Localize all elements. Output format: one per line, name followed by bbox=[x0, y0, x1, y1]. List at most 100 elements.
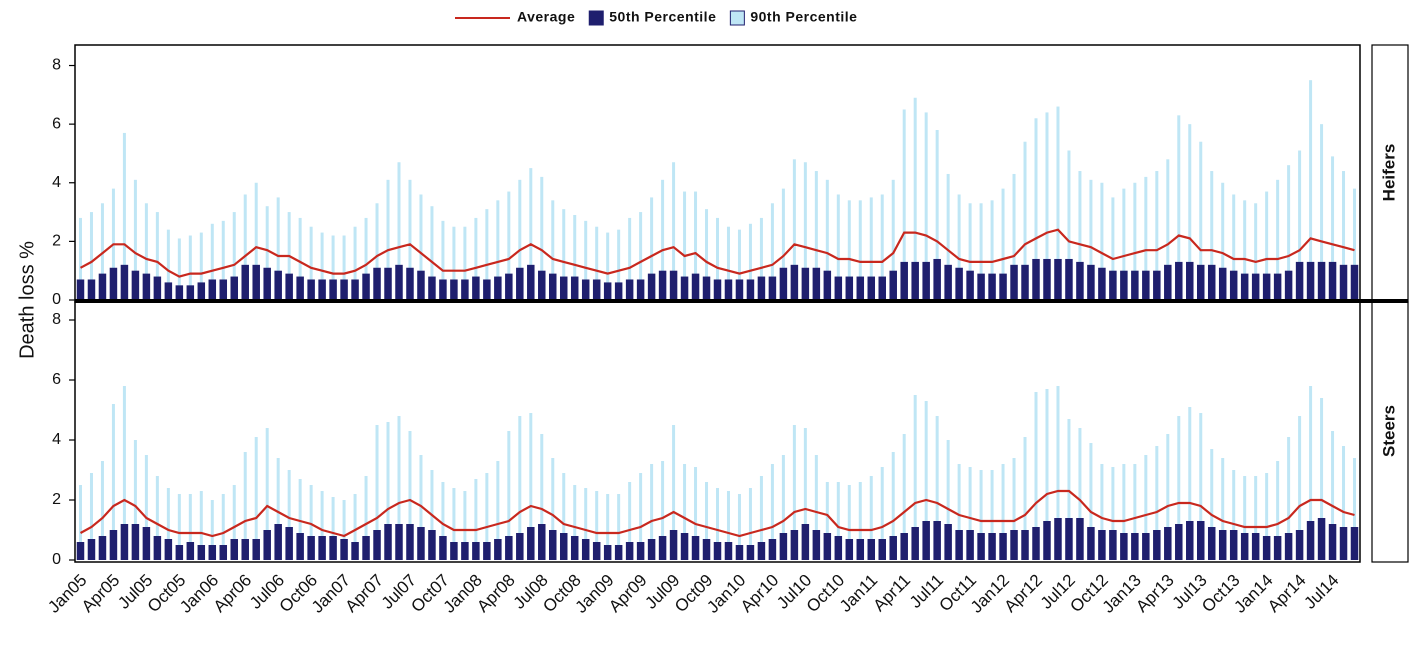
bar bbox=[661, 461, 665, 560]
bar bbox=[461, 279, 469, 300]
x-tick-label: Apr09 bbox=[605, 571, 651, 617]
bar bbox=[1254, 203, 1258, 300]
bar bbox=[562, 209, 566, 300]
bar bbox=[592, 279, 601, 300]
bar bbox=[845, 276, 854, 300]
bar bbox=[210, 223, 214, 300]
bar bbox=[823, 270, 832, 300]
bar bbox=[1177, 115, 1181, 301]
bar bbox=[89, 473, 93, 560]
bar bbox=[1098, 267, 1106, 300]
bar bbox=[155, 476, 159, 560]
bar bbox=[210, 500, 214, 560]
bar bbox=[891, 179, 895, 300]
bar bbox=[639, 212, 643, 300]
bar bbox=[538, 524, 546, 560]
bar bbox=[109, 267, 118, 300]
bar bbox=[1328, 261, 1337, 300]
bar bbox=[386, 422, 390, 560]
bar bbox=[131, 270, 140, 300]
bar bbox=[87, 539, 96, 560]
bar bbox=[131, 524, 140, 560]
bar bbox=[957, 194, 961, 300]
y-tick-label: 4 bbox=[52, 174, 61, 191]
bar bbox=[1109, 270, 1117, 300]
bar bbox=[329, 536, 337, 560]
bar bbox=[472, 542, 480, 560]
bar bbox=[825, 179, 829, 300]
bar bbox=[661, 179, 665, 300]
bar bbox=[384, 524, 392, 560]
y-tick-label: 8 bbox=[52, 57, 61, 74]
bar bbox=[878, 539, 886, 560]
bar bbox=[1342, 171, 1346, 300]
bar bbox=[1210, 171, 1214, 300]
bar bbox=[1240, 533, 1249, 560]
bar bbox=[1309, 386, 1313, 560]
bar bbox=[823, 533, 832, 560]
bar bbox=[1155, 446, 1159, 560]
bar bbox=[847, 200, 851, 300]
bar bbox=[197, 282, 206, 300]
legend-label: 50th Percentile bbox=[609, 9, 716, 25]
bar bbox=[726, 226, 730, 300]
bar bbox=[142, 527, 151, 560]
bar bbox=[902, 109, 906, 300]
bar bbox=[551, 200, 555, 300]
bar bbox=[1188, 407, 1192, 560]
bar bbox=[89, 212, 93, 300]
bar bbox=[441, 220, 445, 300]
bar bbox=[428, 276, 436, 300]
bar bbox=[757, 542, 766, 560]
bar bbox=[748, 223, 752, 300]
bar bbox=[1133, 464, 1137, 560]
bar bbox=[869, 197, 873, 300]
x-tick-label: Apr12 bbox=[1000, 571, 1046, 617]
legend-swatch bbox=[729, 10, 745, 26]
bar bbox=[1317, 518, 1326, 560]
bar bbox=[241, 264, 249, 300]
legend-label: Average bbox=[517, 9, 575, 25]
bar bbox=[1309, 80, 1313, 300]
bar bbox=[966, 530, 974, 560]
bar bbox=[1166, 434, 1170, 560]
bar bbox=[1295, 261, 1304, 300]
bar bbox=[496, 200, 500, 300]
bar bbox=[628, 482, 632, 560]
x-tick-label: Apr13 bbox=[1132, 571, 1178, 617]
bar bbox=[243, 452, 247, 560]
bar bbox=[617, 494, 621, 560]
bar bbox=[111, 404, 115, 560]
bar bbox=[1109, 530, 1117, 560]
bar bbox=[944, 264, 952, 300]
bar bbox=[318, 536, 326, 560]
bar bbox=[285, 527, 293, 560]
bar bbox=[705, 209, 709, 300]
bar bbox=[900, 261, 908, 300]
y-tick-label: 8 bbox=[52, 311, 61, 328]
bar bbox=[617, 229, 621, 300]
bar bbox=[924, 401, 928, 560]
bar bbox=[1010, 264, 1018, 300]
x-tick-label: Jan06 bbox=[176, 571, 222, 617]
bar bbox=[889, 536, 897, 560]
bar bbox=[944, 524, 952, 560]
bar bbox=[474, 217, 478, 300]
bar bbox=[252, 264, 260, 300]
bar bbox=[1111, 467, 1115, 560]
bar bbox=[581, 539, 590, 560]
bar bbox=[562, 473, 566, 560]
bar bbox=[1350, 264, 1359, 300]
bar bbox=[559, 533, 568, 560]
bar bbox=[768, 539, 777, 560]
x-tick-label: Jan10 bbox=[703, 571, 749, 617]
bar bbox=[779, 533, 788, 560]
bar bbox=[790, 530, 799, 560]
bar bbox=[296, 533, 304, 560]
bar bbox=[408, 179, 412, 300]
bar bbox=[1065, 518, 1073, 560]
bar bbox=[450, 279, 458, 300]
bar bbox=[680, 533, 689, 560]
bar bbox=[990, 470, 994, 560]
bar bbox=[812, 530, 821, 560]
